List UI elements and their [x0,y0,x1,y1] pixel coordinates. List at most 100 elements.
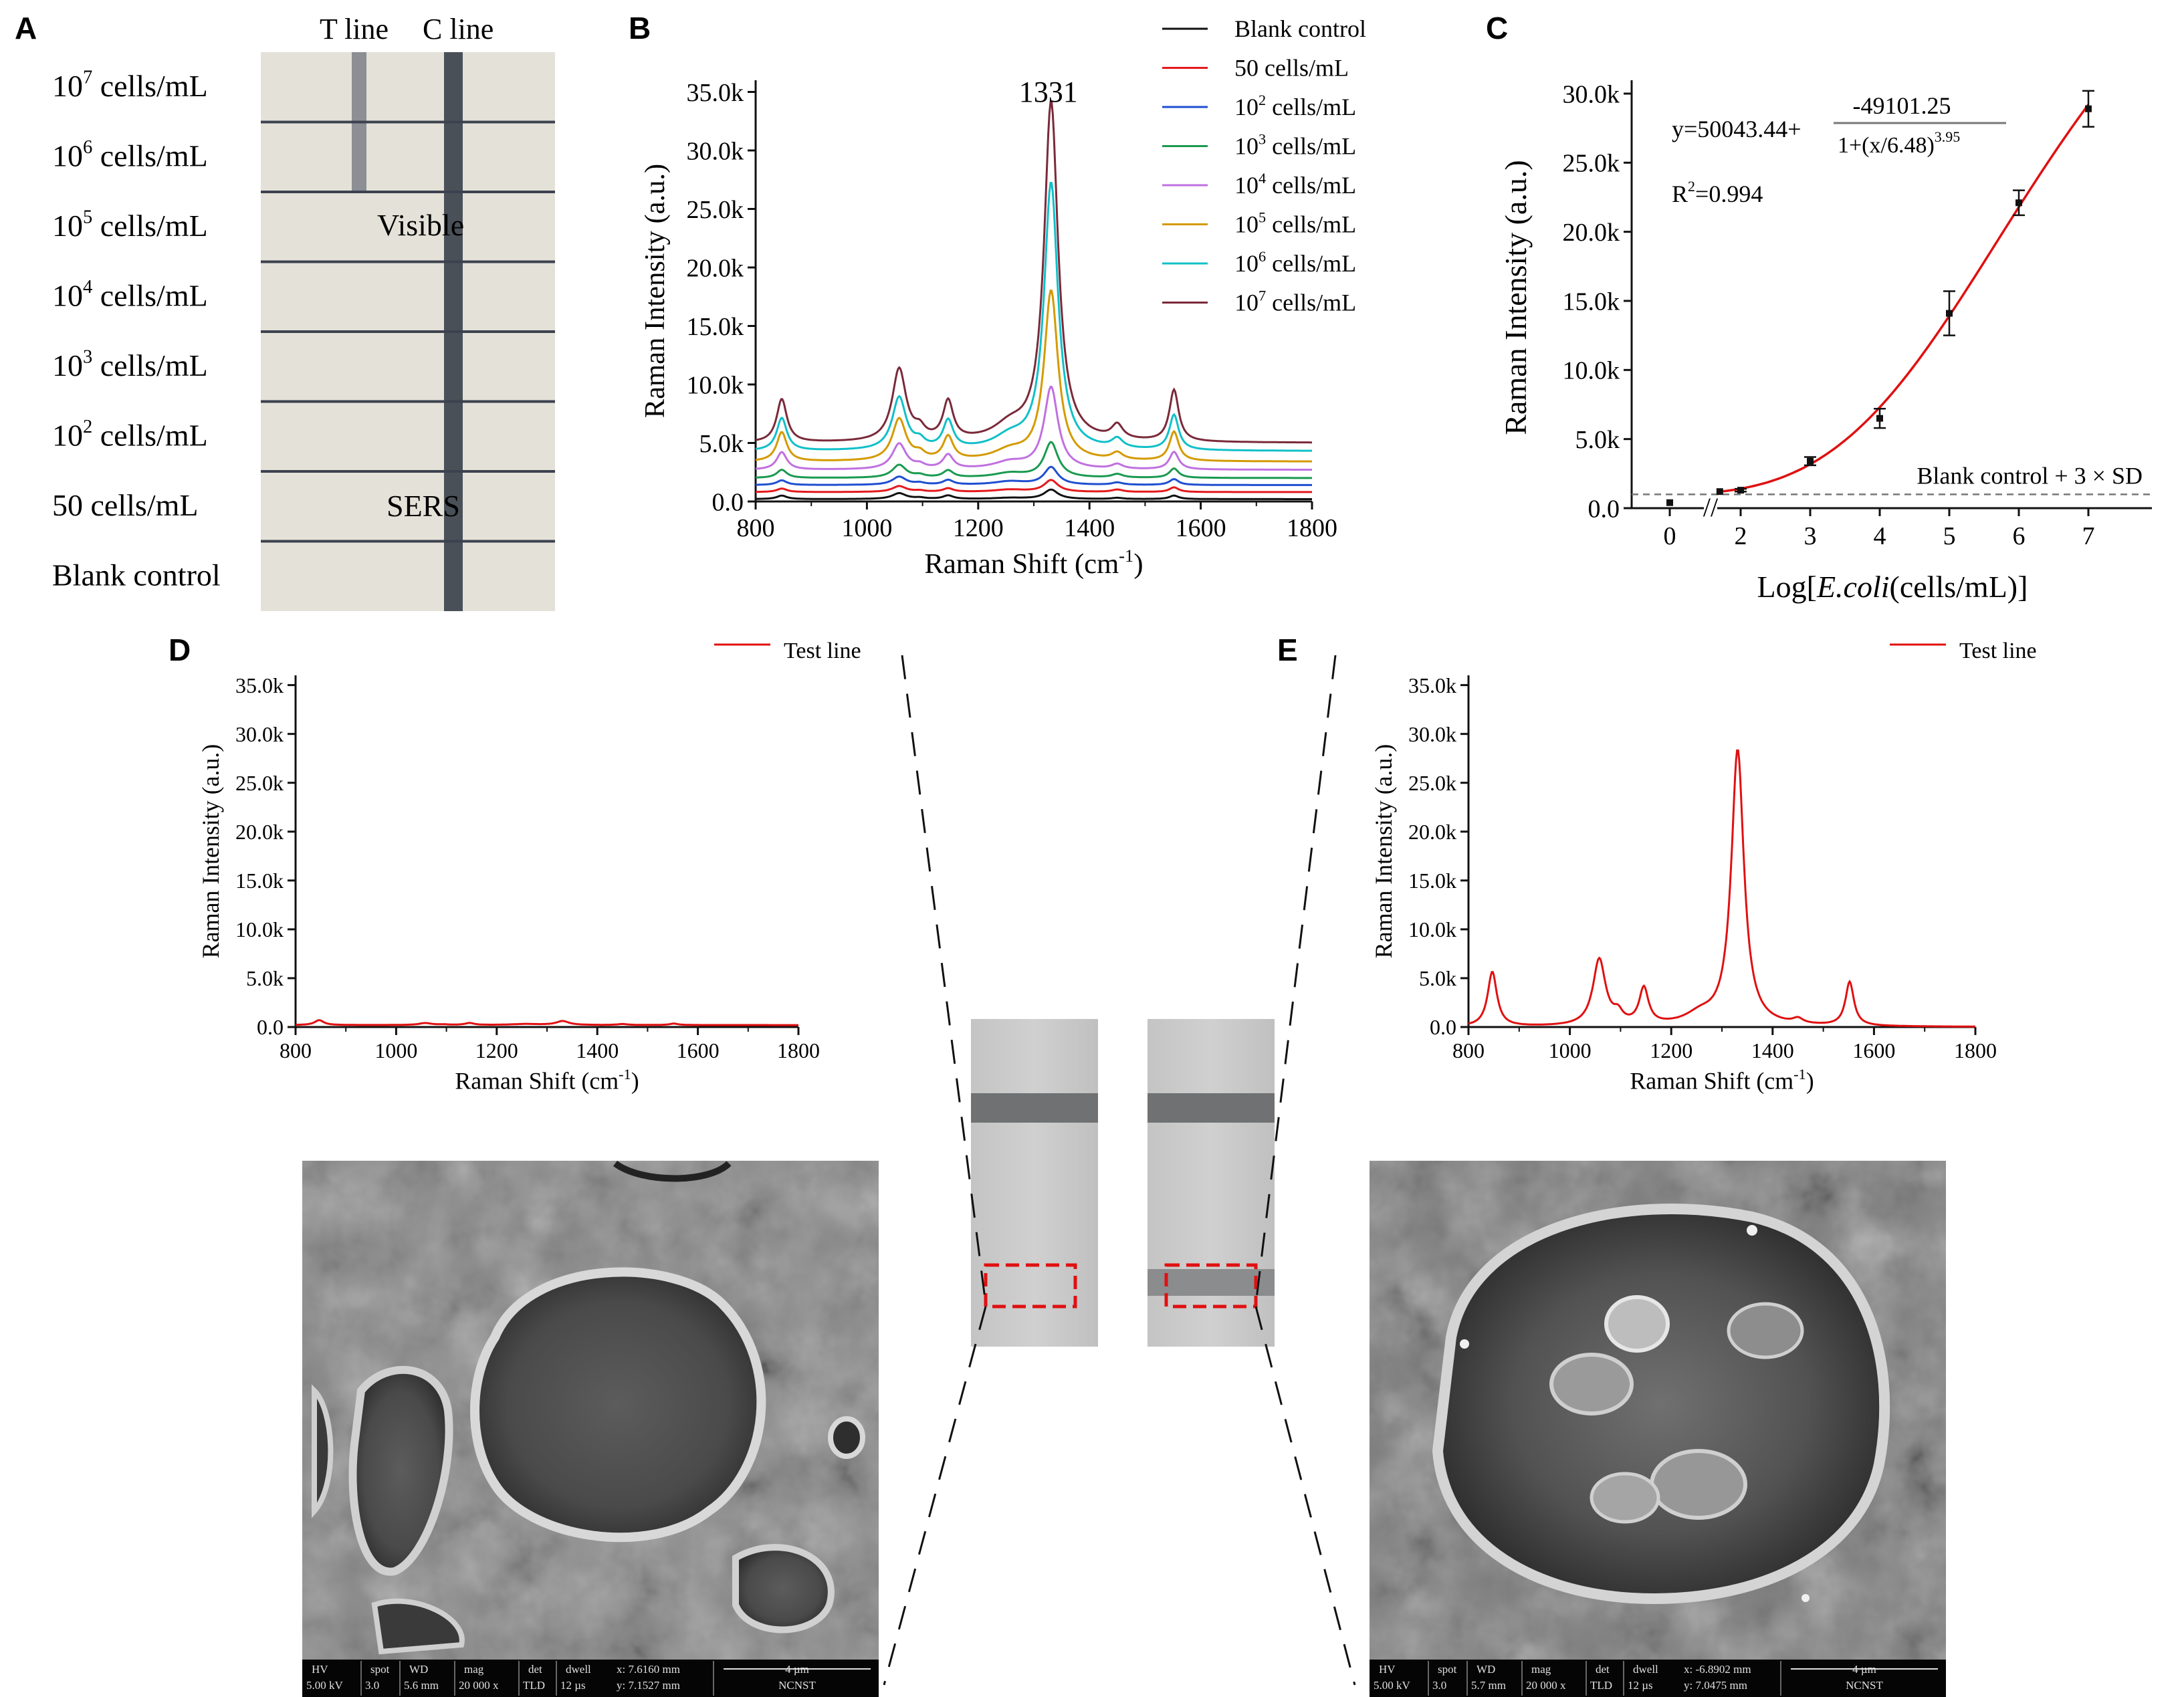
sem-bar-x: x: 7.6160 mm [617,1663,680,1676]
equation-numerator: -49101.25 [1853,92,1951,119]
x-tick-label: 1000 [1549,1038,1592,1062]
y-axis-label: Raman Intensity (a.u.) [197,744,224,958]
row-label: 105 cells/mL [52,207,208,243]
data-point [1737,487,1744,494]
sem-bar-value: 20 000 x [1526,1679,1566,1692]
x-tick-label: 800 [1452,1038,1485,1062]
overlay-sers: SERS [387,489,460,523]
x-tick-label: 1400 [576,1038,619,1062]
row-label: Blank control [52,558,221,592]
sem-image-left: HV 5.00 kV spot 3.0 WD 5.6 mm mag 20 000 x det TL… [302,1160,879,1697]
legend-label: 104 cells/mL [1234,170,1356,199]
sem-bar-value: 3.0 [365,1679,379,1692]
panel-a: A T line C line 107 cells/mL 106 cells/mL… [15,11,555,611]
y-tick-label: 10.0k [687,371,744,399]
peak-annotation: 1331 [1019,76,1078,108]
chart-d: 800 1000 1200 1400 1600 1800 0.0 5.0k 10.0k 15.0k… [197,639,861,1094]
legend-label: 107 cells/mL [1234,287,1356,316]
y-tick-label: 20.0k [687,254,744,282]
test-strips [883,655,1356,1686]
x-tick-label: 1600 [677,1038,720,1062]
y-tick-label: 0.0 [1430,1015,1456,1039]
y-axis-label: Raman Intensity (a.u.) [1499,160,1533,435]
sem-bar-label: WD [409,1663,428,1676]
roi-box [1164,1263,1258,1309]
data-point [2085,105,2092,112]
y-tick-label: 5.0k [699,430,744,458]
sem-info-bar: HV 5.00 kV spot 3.0 WD 5.6 mm mag 20 000 x det TL… [302,1660,879,1697]
legend-label: 103 cells/mL [1234,130,1356,159]
sem-bar-label: WD [1477,1663,1495,1676]
sem-bar-label: det [1596,1663,1610,1676]
y-axis-label: Raman Intensity (a.u.) [1370,744,1397,958]
sem-bar-value: TLD [1590,1679,1612,1692]
sem-bar-value: 5.00 kV [1374,1679,1411,1692]
x-tick-label: 1200 [1650,1038,1692,1062]
sem-bar-label: mag [464,1663,484,1676]
x-tick-label: 1200 [953,514,1004,542]
series-line [756,465,1312,486]
sem-bar-value: 12 µs [1628,1679,1653,1692]
series-line [755,182,1312,452]
sem-bar-value: TLD [523,1679,545,1692]
x-axis-label: Raman Shift (cm-1) [1630,1066,1814,1094]
y-tick-label: 0.0 [257,1015,284,1039]
y-tick-label: 30.0k [1563,80,1620,108]
sem-bar-value: 3.0 [1432,1679,1446,1692]
sem-bar-y: y: 7.1527 mm [617,1679,680,1692]
data-point [1946,310,1953,317]
x-tick-label: 800 [280,1038,312,1062]
y-tick-label: 30.0k [235,722,284,746]
sem-org-label: NCNST [1846,1679,1883,1692]
y-tick-label: 25.0k [235,771,284,795]
sem-org-label: NCNST [778,1679,816,1692]
y-tick-label: 35.0k [1408,673,1456,697]
sem-bar-background [1370,1660,1946,1697]
panel-letter-a: A [15,11,37,45]
y-tick-label: 10.0k [1563,357,1620,385]
x-tick-label: 1400 [1064,514,1115,542]
sem-bar-background [302,1660,879,1697]
zoom-connectors [883,655,1356,1686]
equation-denominator: 1+(x/6.48)3.95 [1838,128,1960,158]
sem-scale-label: 4 µm [785,1663,809,1676]
x-tick-label: 5 [1943,522,1956,550]
c-line-header: C line [423,13,494,45]
row-label: 107 cells/mL [52,68,208,103]
sem-image-right: HV 5.00 kV spot 3.0 WD 5.7 mm mag 20 000 x det TL… [1370,1161,1946,1697]
y-tick-label: 5.0k [246,966,284,990]
data-point [1876,415,1883,422]
sem-bar-value: 20 000 x [459,1679,499,1692]
strip-positive [1148,1019,1275,1347]
legend-label: 106 cells/mL [1234,248,1356,277]
overlay-visible: Visible [377,208,464,242]
sem-bar-value: 12 µs [560,1679,586,1692]
y-tick-label: 20.0k [235,820,284,844]
series-line [755,479,1312,493]
row-label: 50 cells/mL [52,488,198,522]
x-tick-label: 3 [1804,522,1817,550]
x-tick-label: 1000 [374,1038,417,1062]
data-point [1807,457,1814,465]
equation-prefix: y=50043.44+ [1672,116,1801,142]
sem-bar-value: 5.7 mm [1471,1679,1506,1692]
x-tick-label: 7 [2082,522,2095,550]
y-tick-label: 5.0k [1575,426,1620,454]
row-label: 103 cells/mL [52,347,208,382]
x-tick-label: 1800 [777,1038,820,1062]
panel-b: B 800 1000 1200 1400 1600 1800 0.0 5.0k 10.0k 15.… [629,11,1366,580]
sem-bar-x: x: -6.8902 mm [1684,1663,1751,1676]
y-tick-label: 15.0k [1408,869,1456,893]
y-tick-label: 25.0k [1408,771,1456,795]
chart-b: 800 1000 1200 1400 1600 1800 0.0 5.0k 10.0k 15.0k… [639,15,1366,580]
t-line-header: T line [320,13,389,45]
panel-c: C // 0 2 3 4 5 6 7 0.0 5.0k 10.0k 15.0k 20.0k 25.0k 30… [1486,11,2152,604]
x-tick-label: 1600 [1852,1038,1895,1062]
x-tick-label: 1000 [841,514,892,542]
x-tick-label: 1200 [475,1038,518,1062]
r-squared: R2=0.994 [1672,178,1763,207]
x-tick-label: 1800 [1954,1038,1997,1062]
test-line-spectrum [1468,749,1975,1028]
y-tick-label: 5.0k [1419,966,1456,990]
